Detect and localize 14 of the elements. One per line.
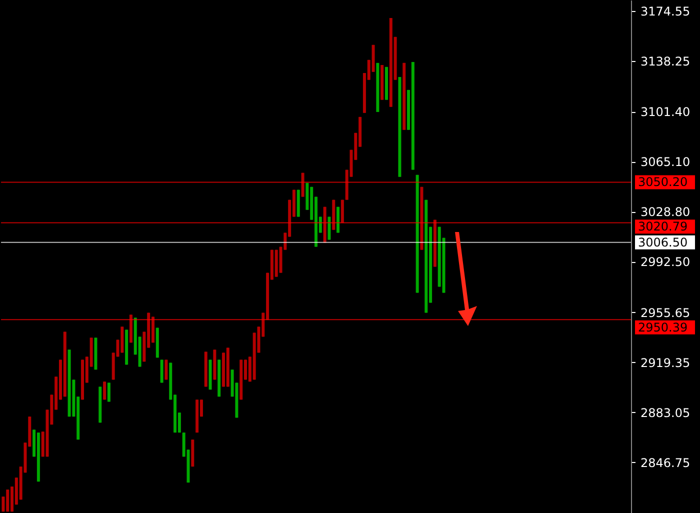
ref-line-label: 2950.39: [638, 320, 688, 334]
y-tick-label: 2919.35: [640, 356, 690, 370]
ref-line-label: 3006.50: [638, 235, 688, 250]
y-tick-label: 2955.65: [640, 306, 690, 320]
y-tick-label: 3065.10: [640, 155, 690, 170]
y-tick-label: 2883.05: [640, 406, 690, 420]
ref-line-label: 3050.20: [638, 175, 688, 190]
y-tick-label: 3138.25: [640, 54, 690, 68]
ref-line-label: 3020.79: [638, 220, 688, 234]
y-tick-label: 2992.50: [640, 255, 690, 270]
y-tick-label: 3174.55: [640, 4, 690, 18]
y-tick-label: 3028.80: [640, 205, 690, 220]
y-tick-label: 3101.40: [640, 105, 690, 120]
y-tick-label: 2846.75: [640, 456, 690, 470]
